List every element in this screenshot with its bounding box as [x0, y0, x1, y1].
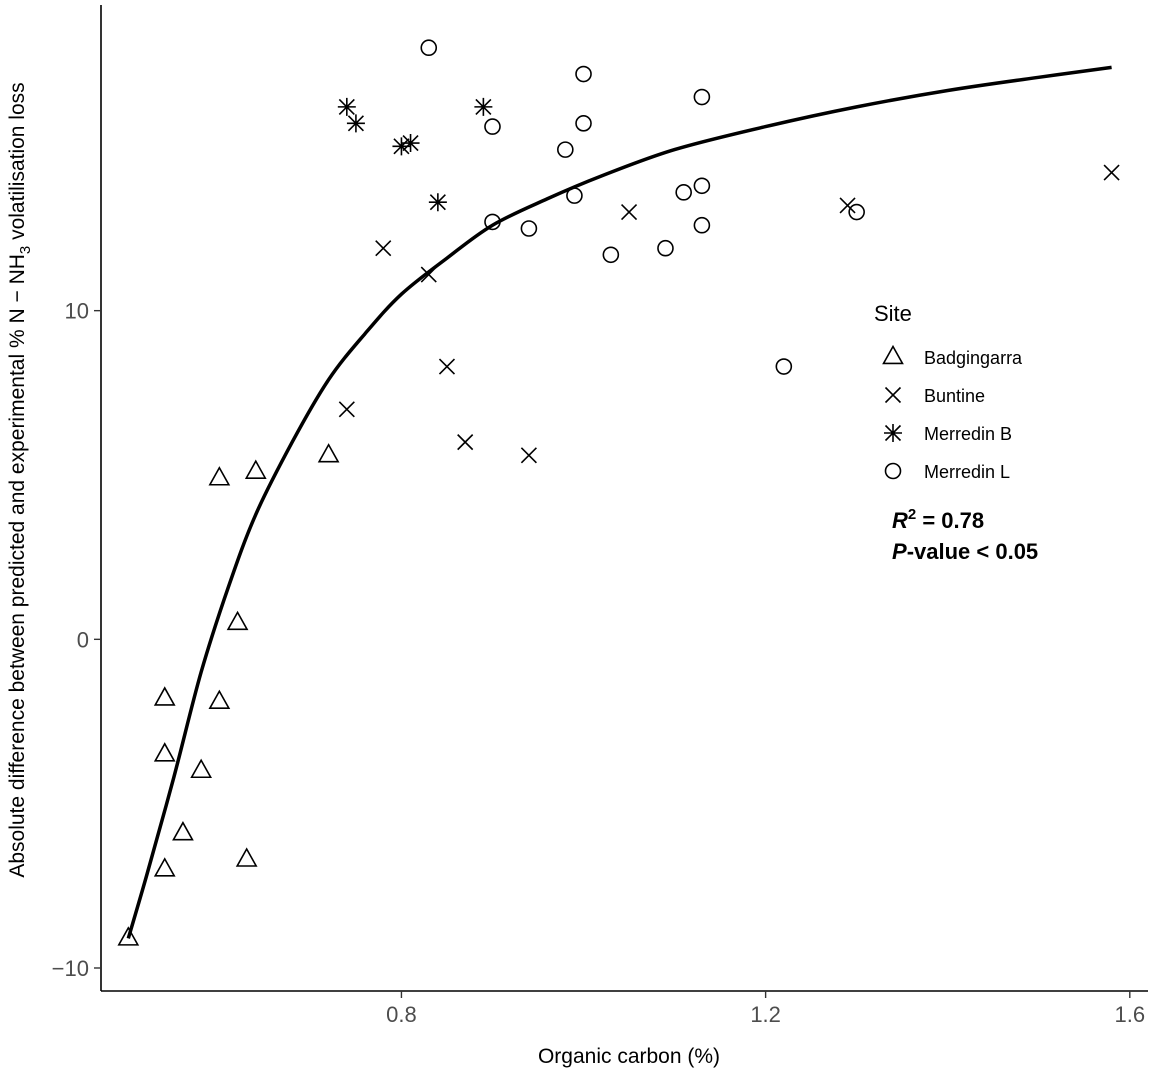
data-point-triangle — [226, 610, 249, 631]
legend: Site Badgingarra Buntine Merredin B Merredi… — [874, 301, 1023, 482]
data-point-triangle — [153, 742, 176, 762]
data-point-triangle — [153, 857, 176, 877]
data-point-circle — [675, 184, 692, 201]
y-axis-title-subscript: 3 — [17, 246, 34, 254]
p-symbol: P — [892, 539, 907, 564]
data-point-triangle — [172, 821, 194, 841]
data-point-circle — [775, 358, 793, 375]
r-squared-symbol: R — [892, 508, 908, 533]
data-point-circle — [848, 203, 865, 221]
legend-entry: Buntine — [884, 386, 985, 406]
data-point-circle — [693, 177, 711, 195]
r-squared-exponent: 2 — [908, 506, 916, 523]
legend-key-triangle — [882, 344, 904, 365]
legend-label: Merredin L — [924, 462, 1010, 482]
legend-entries: Badgingarra Buntine Merredin B Merredin L — [882, 344, 1023, 482]
p-value-text: -value < 0.05 — [907, 539, 1038, 564]
y-axis-title-end: volatilisation loss — [6, 82, 29, 245]
data-point-circle — [693, 216, 711, 234]
data-point-triangle — [208, 689, 231, 710]
data-points — [117, 39, 1120, 946]
plot-area: −10 0 10 0.8 1.2 1.6 — [52, 5, 1148, 1027]
legend-key-circle — [884, 462, 902, 480]
data-point-asterisk — [392, 137, 411, 156]
data-point-cross — [438, 358, 456, 375]
r-squared-value: = 0.78 — [916, 508, 984, 533]
x-tick-label: 0.8 — [386, 1002, 417, 1027]
data-point-triangle — [153, 686, 176, 706]
data-point-triangle — [317, 443, 340, 463]
legend-key-asterisk — [884, 424, 902, 442]
legend-entry: Merredin L — [884, 462, 1010, 482]
legend-label: Badgingarra — [924, 348, 1023, 368]
r-squared-label: R2 = 0.78 — [892, 506, 984, 533]
data-point-cross — [1103, 164, 1120, 181]
legend-label: Buntine — [924, 386, 985, 406]
legend-key-cross — [884, 386, 902, 404]
data-point-cross — [338, 401, 355, 418]
x-tick-label: 1.2 — [750, 1002, 781, 1027]
data-point-triangle — [117, 926, 140, 946]
data-point-circle — [575, 115, 592, 132]
data-point-triangle — [244, 459, 267, 479]
y-tick-label: 10 — [65, 299, 89, 324]
data-point-circle — [484, 118, 501, 135]
data-point-circle — [484, 213, 501, 231]
data-point-asterisk — [337, 97, 356, 116]
legend-label: Merredin B — [924, 424, 1012, 444]
data-point-triangle — [208, 466, 231, 486]
data-point-circle — [575, 65, 592, 83]
data-point-circle — [557, 141, 574, 158]
p-value-label: P-value < 0.05 — [892, 539, 1038, 564]
data-point-triangle — [235, 847, 258, 867]
legend-entry: Badgingarra — [882, 344, 1023, 368]
legend-entry: Merredin B — [884, 424, 1012, 444]
data-point-cross — [839, 197, 856, 214]
data-point-cross — [457, 434, 474, 451]
series-badgingarra — [117, 443, 340, 946]
y-tick-label: 0 — [77, 627, 89, 652]
data-point-asterisk — [346, 114, 365, 133]
data-point-cross — [420, 266, 437, 283]
data-point-asterisk — [401, 134, 420, 153]
data-point-circle — [602, 246, 620, 264]
x-axis-title: Organic carbon (%) — [538, 1045, 720, 1068]
x-tick-label: 1.6 — [1114, 1002, 1145, 1027]
y-axis-title-main: Absolute difference between predicted an… — [6, 254, 29, 878]
data-point-circle — [566, 187, 583, 204]
data-point-cross — [520, 447, 537, 464]
x-axis-ticks: 0.8 1.2 1.6 — [386, 991, 1145, 1027]
y-axis-title: Absolute difference between predicted an… — [6, 82, 34, 877]
data-point-circle — [693, 88, 711, 106]
y-tick-label: −10 — [52, 956, 89, 981]
series-buntine — [338, 164, 1120, 464]
data-point-triangle — [190, 758, 213, 779]
data-point-circle — [520, 220, 538, 237]
legend-title: Site — [874, 301, 912, 326]
data-point-asterisk — [428, 193, 447, 212]
series-merredin-b — [337, 97, 493, 212]
data-point-cross — [620, 203, 638, 221]
fit-statistics: R2 = 0.78 P-value < 0.05 — [892, 506, 1038, 564]
data-point-circle — [657, 239, 674, 257]
data-point-circle — [420, 39, 438, 57]
y-axis-ticks: −10 0 10 — [52, 299, 101, 981]
series-merredin-l — [420, 39, 865, 375]
fit-curve — [126, 65, 1112, 939]
data-point-asterisk — [474, 97, 493, 116]
data-point-cross — [375, 240, 392, 257]
